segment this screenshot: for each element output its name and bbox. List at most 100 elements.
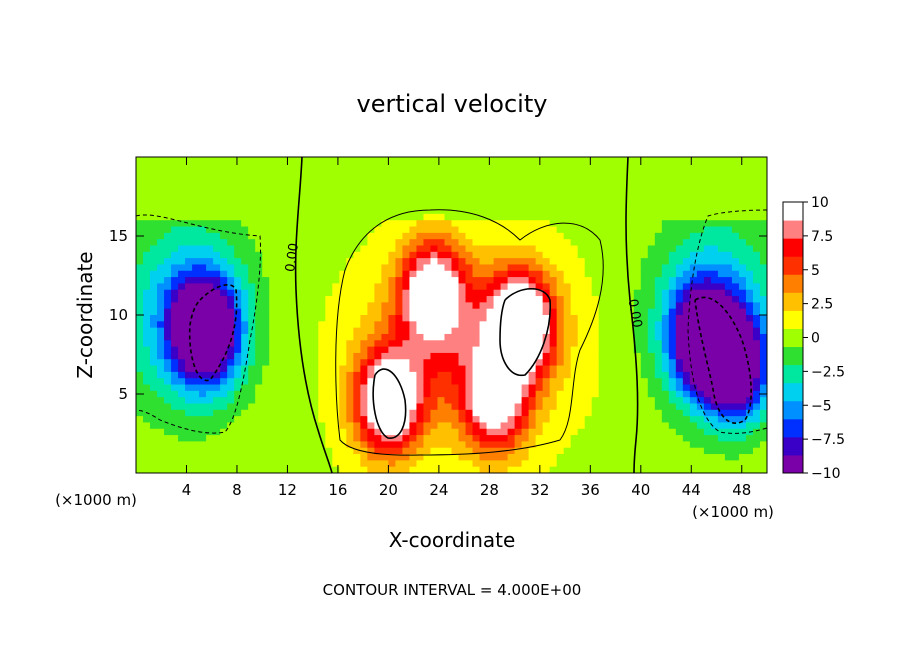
field-cell [577, 270, 586, 278]
field-cell [528, 270, 537, 278]
field-cell [437, 201, 446, 209]
field-cell [493, 201, 502, 209]
field-cell [416, 371, 425, 379]
field-cell [521, 308, 530, 316]
field-cell [472, 213, 481, 221]
field-cell [598, 239, 607, 247]
field-cell [416, 308, 425, 316]
field-cell [416, 384, 425, 392]
field-cell [143, 213, 151, 221]
field-cell [248, 327, 256, 335]
field-cell [248, 232, 256, 240]
field-cell [458, 277, 467, 284]
field-cell [528, 428, 537, 436]
field-cell [290, 371, 298, 379]
field-cell [605, 163, 614, 171]
field-cell [157, 397, 165, 405]
field-cell [724, 207, 733, 215]
field-cell [171, 201, 179, 209]
field-cell [521, 422, 530, 430]
field-cell [374, 289, 382, 297]
field-cell [542, 308, 551, 316]
field-cell [458, 232, 467, 240]
field-cell [423, 169, 432, 177]
field-cell [626, 270, 635, 278]
field-cell [486, 352, 495, 360]
field-cell [507, 277, 516, 284]
field-cell [584, 289, 593, 297]
field-cell [248, 163, 256, 171]
field-cell [381, 277, 389, 284]
field-cell [493, 428, 502, 436]
field-cell [619, 333, 628, 341]
field-cell [598, 397, 607, 405]
field-cell [290, 270, 298, 278]
field-cell [192, 327, 200, 335]
field-cell [570, 428, 579, 436]
field-cell [584, 359, 593, 367]
field-cell [437, 188, 446, 196]
field-cell [654, 264, 663, 272]
field-cell [409, 277, 418, 284]
field-cell [353, 454, 361, 461]
field-cell [717, 226, 726, 234]
field-cell [416, 403, 425, 411]
field-cell [276, 359, 284, 367]
field-cell [465, 340, 474, 348]
field-cell [325, 213, 333, 221]
field-cell [430, 239, 439, 247]
field-cell [661, 277, 670, 284]
field-cell [416, 194, 425, 202]
field-cell [178, 352, 186, 360]
field-cell [409, 169, 418, 177]
field-cell [710, 321, 719, 329]
field-cell [724, 340, 733, 348]
field-cell [192, 435, 200, 442]
field-cell [157, 359, 165, 367]
field-cell [668, 321, 677, 329]
field-cell [752, 384, 761, 392]
field-cell [367, 428, 375, 436]
field-cell [528, 157, 537, 164]
field-cell [234, 359, 242, 367]
field-cell [542, 365, 551, 373]
field-cell [437, 340, 446, 348]
field-cell [738, 201, 747, 209]
field-cell [199, 289, 207, 297]
field-cell [654, 270, 663, 278]
field-cell [388, 296, 397, 303]
field-cell [150, 422, 158, 430]
field-cell [570, 466, 579, 473]
field-cell [143, 447, 151, 455]
field-cell [199, 365, 207, 373]
field-cell [500, 403, 509, 411]
field-cell [493, 182, 502, 190]
field-cell [451, 416, 460, 424]
field-cell [626, 264, 635, 272]
field-cell [185, 169, 193, 177]
field-cell [703, 390, 712, 398]
field-cell [563, 447, 572, 455]
field-cell [703, 296, 712, 303]
field-cell [395, 213, 404, 221]
field-cell [682, 390, 691, 398]
field-cell [626, 201, 635, 209]
field-cell [535, 428, 544, 436]
field-cell [437, 460, 446, 468]
field-cell [500, 416, 509, 424]
field-cell [731, 194, 740, 202]
field-cell [269, 245, 277, 253]
field-cell [248, 207, 256, 215]
field-cell [731, 258, 740, 266]
field-cell [668, 302, 677, 310]
field-cell [549, 207, 558, 215]
field-cell [759, 258, 767, 266]
field-cell [143, 175, 151, 183]
field-cell [143, 378, 151, 386]
field-cell [486, 277, 495, 284]
field-cell [703, 454, 712, 461]
field-cell [563, 384, 572, 392]
field-cell [584, 157, 593, 164]
field-cell [290, 213, 298, 221]
field-cell [640, 466, 649, 473]
